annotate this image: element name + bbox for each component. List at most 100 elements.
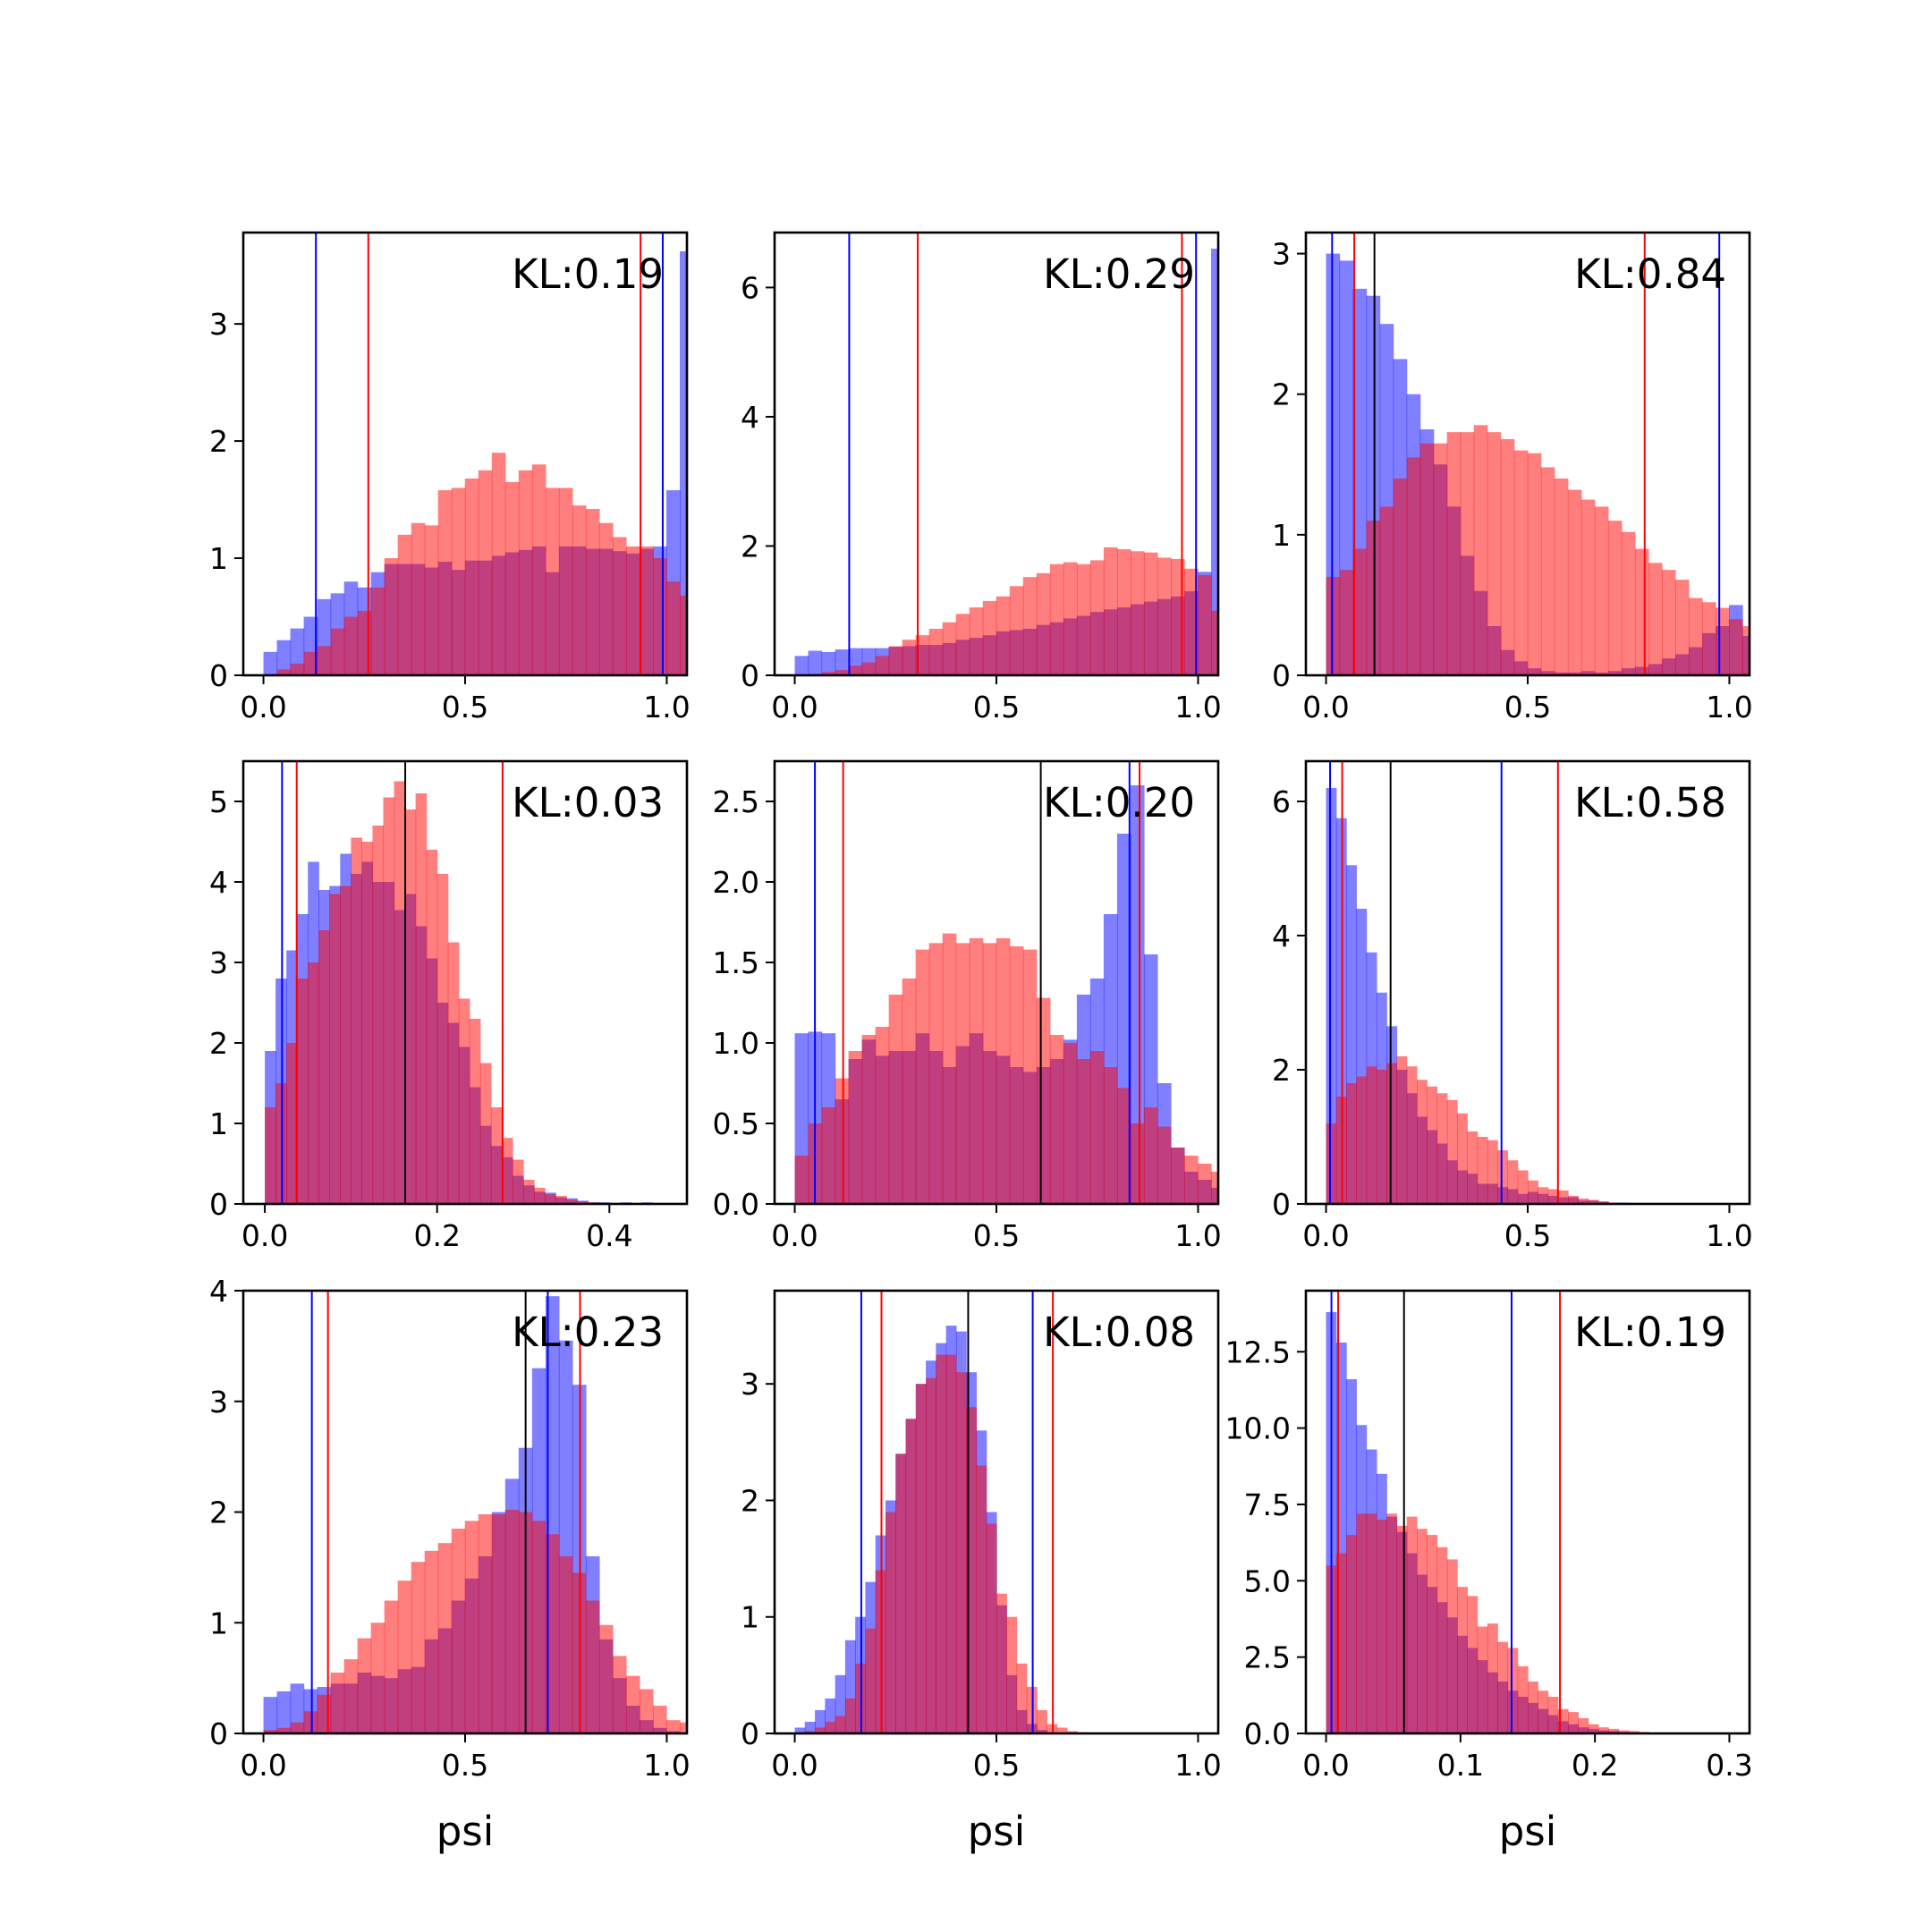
red-bar — [1063, 1043, 1078, 1204]
y-tick-label: 0 — [741, 658, 759, 693]
red-bar — [835, 1078, 850, 1204]
red-bar — [451, 487, 466, 675]
x-axis-label: psi — [436, 1808, 495, 1855]
kl-annotation: KL:0.19 — [512, 250, 664, 298]
blue-bar — [290, 1683, 305, 1733]
red-bar — [902, 640, 917, 675]
red-bar — [1103, 1067, 1118, 1204]
red-bar — [1457, 1587, 1468, 1733]
plot-area — [263, 1291, 687, 1733]
y-tick-label: 1 — [209, 541, 228, 576]
red-bar — [504, 481, 520, 675]
red-bar — [1487, 1140, 1498, 1204]
red-bar — [303, 1711, 318, 1733]
red-bar — [531, 464, 547, 675]
red-bar — [1157, 1126, 1172, 1204]
red-bar — [1715, 607, 1730, 675]
red-bar — [1379, 506, 1394, 675]
red-bar — [1406, 1066, 1418, 1204]
red-bar — [1419, 443, 1435, 675]
red-bar — [370, 587, 386, 675]
x-tick-label: 0.5 — [442, 690, 488, 724]
red-bar — [330, 1672, 345, 1733]
red-bar — [1594, 506, 1609, 675]
red-bar — [1009, 586, 1024, 675]
red-bar — [286, 1043, 298, 1204]
y-tick-label: 3 — [1272, 237, 1291, 272]
red-bar — [1356, 1076, 1368, 1204]
red-bar — [1460, 432, 1475, 675]
red-bar — [1036, 997, 1051, 1204]
red-bar — [865, 1628, 877, 1733]
red-bar — [523, 1180, 535, 1204]
red-bar — [361, 842, 374, 1204]
y-tick-label: 0 — [1272, 1187, 1291, 1222]
red-bar — [1335, 1553, 1347, 1733]
red-bar — [1467, 1131, 1479, 1204]
y-tick-label: 3 — [209, 307, 228, 342]
red-bar — [1500, 439, 1515, 675]
red-bar — [478, 470, 493, 675]
y-tick-label: 2.5 — [1244, 1640, 1291, 1675]
red-bar — [1473, 425, 1488, 675]
y-tick-label: 5 — [209, 784, 228, 819]
red-bar — [1326, 1123, 1337, 1204]
red-bar — [815, 1727, 826, 1733]
red-bar — [1417, 1529, 1428, 1733]
blue-bar — [844, 1640, 856, 1733]
red-bar — [1487, 432, 1502, 675]
blue-bar — [794, 656, 809, 675]
blue-bar — [804, 1721, 816, 1733]
x-tick-label: 0.1 — [1437, 1748, 1484, 1783]
red-bar — [821, 1107, 836, 1204]
red-bar — [986, 1523, 997, 1733]
red-bar — [982, 943, 997, 1204]
red-bar — [942, 622, 957, 675]
x-tick-label: 0.3 — [1706, 1748, 1752, 1783]
red-bar — [1547, 1189, 1559, 1204]
red-bar — [1540, 467, 1555, 675]
y-tick-label: 2 — [209, 1496, 228, 1530]
blue-bar — [680, 250, 687, 675]
red-bar — [1198, 1164, 1212, 1204]
red-bar — [1497, 1150, 1509, 1204]
red-bar — [558, 1556, 573, 1733]
red-bar — [915, 1384, 927, 1733]
red-bar — [1538, 1187, 1549, 1204]
x-tick-label: 1.0 — [643, 690, 690, 724]
x-tick-label: 0.5 — [973, 1748, 1020, 1783]
red-bar — [996, 596, 1011, 675]
red-bar — [1517, 1170, 1529, 1204]
red-bar — [639, 546, 654, 675]
x-tick-label: 0.5 — [1504, 690, 1551, 724]
red-bar — [447, 942, 460, 1204]
y-tick-label: 12.5 — [1225, 1335, 1291, 1369]
blue-bar — [1326, 253, 1341, 675]
red-bar — [1588, 1724, 1599, 1733]
red-bar — [290, 663, 305, 675]
red-bar — [531, 1521, 547, 1733]
red-bar — [1554, 479, 1569, 675]
red-bar — [1376, 1520, 1387, 1733]
red-bar — [666, 581, 681, 675]
red-bar — [436, 874, 449, 1204]
red-bar — [585, 1600, 600, 1733]
red-bar — [612, 1656, 627, 1733]
red-bar — [383, 797, 395, 1204]
red-bar — [384, 1600, 399, 1733]
y-tick-label: 4 — [741, 400, 759, 435]
blue-bar — [263, 1697, 278, 1733]
blue-bar — [276, 1690, 292, 1733]
red-bar — [1130, 551, 1145, 675]
y-tick-label: 0 — [1272, 658, 1291, 693]
red-bar — [1130, 1123, 1145, 1204]
red-bar — [1446, 432, 1462, 675]
x-tick-label: 0.0 — [1302, 1218, 1349, 1253]
x-tick-label: 0.0 — [240, 1748, 286, 1783]
y-tick-label: 2 — [209, 1026, 228, 1061]
red-bar — [1037, 1709, 1047, 1733]
red-bar — [1211, 1172, 1218, 1204]
y-tick-label: 2 — [741, 529, 759, 564]
red-bar — [1467, 1596, 1479, 1733]
red-bar — [996, 1593, 1007, 1733]
